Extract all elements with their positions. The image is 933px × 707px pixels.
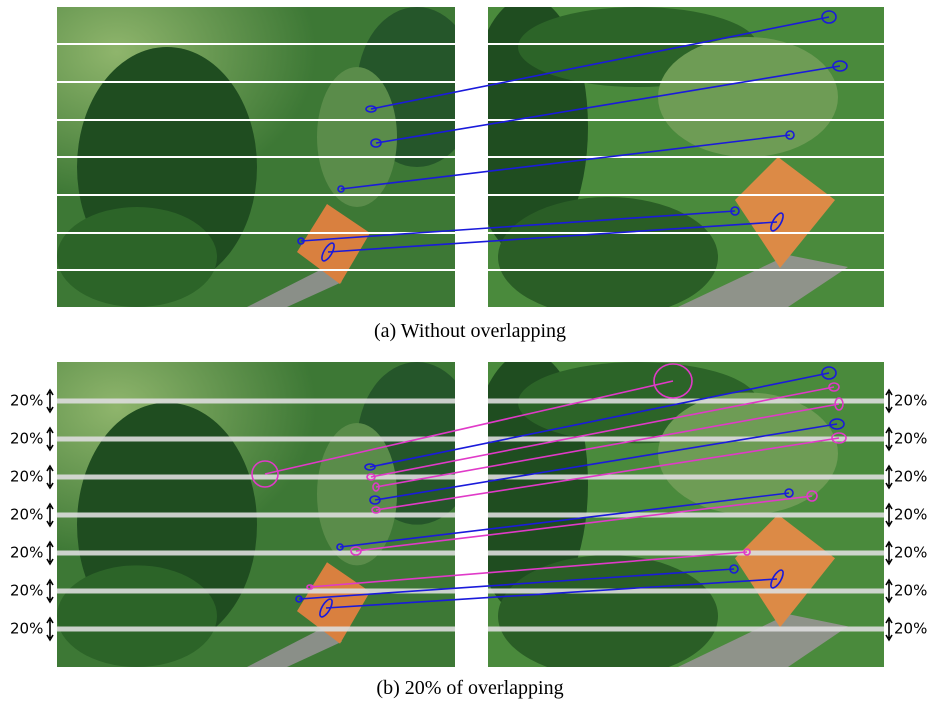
overlap-label: 20% bbox=[894, 544, 927, 562]
overlap-label: 20% bbox=[10, 544, 43, 562]
double-arrow bbox=[47, 618, 53, 640]
overlap-label: 20% bbox=[894, 582, 927, 600]
panel-b: 20% 20% 20% 20% 20% 20% 20% 20% 20% 20% 20% 20% 20% 2… bbox=[10, 352, 927, 699]
overlap-label: 20% bbox=[10, 506, 43, 524]
figure: (a) Without overlapping 20%20%20%20%20%2… bbox=[0, 0, 933, 707]
overlap-label: 20% bbox=[10, 468, 43, 486]
overlap-label: 20% bbox=[10, 620, 43, 638]
overlap-label: 20% bbox=[10, 582, 43, 600]
double-arrow bbox=[47, 580, 53, 602]
overlap-label: 20% bbox=[10, 430, 43, 448]
double-arrow bbox=[886, 466, 892, 488]
overlap-label: 20% bbox=[894, 506, 927, 524]
double-arrow bbox=[886, 428, 892, 450]
double-arrow bbox=[886, 390, 892, 412]
double-arrow bbox=[886, 542, 892, 564]
double-arrow bbox=[47, 428, 53, 450]
caption: (b) 20% of overlapping bbox=[376, 677, 563, 699]
overlap-label: 20% bbox=[894, 468, 927, 486]
double-arrow bbox=[886, 618, 892, 640]
overlap-label: 20% bbox=[894, 430, 927, 448]
overlap-label: 20% bbox=[894, 620, 927, 638]
double-arrow bbox=[47, 390, 53, 412]
overlap-label: 20% bbox=[10, 392, 43, 410]
panel-a: (a) Without overlapping bbox=[57, 0, 884, 342]
double-arrow bbox=[886, 504, 892, 526]
double-arrow bbox=[47, 466, 53, 488]
overlap-label: 20% bbox=[894, 392, 927, 410]
double-arrow bbox=[47, 504, 53, 526]
caption: (a) Without overlapping bbox=[374, 320, 566, 342]
double-arrow bbox=[886, 580, 892, 602]
double-arrow bbox=[47, 542, 53, 564]
